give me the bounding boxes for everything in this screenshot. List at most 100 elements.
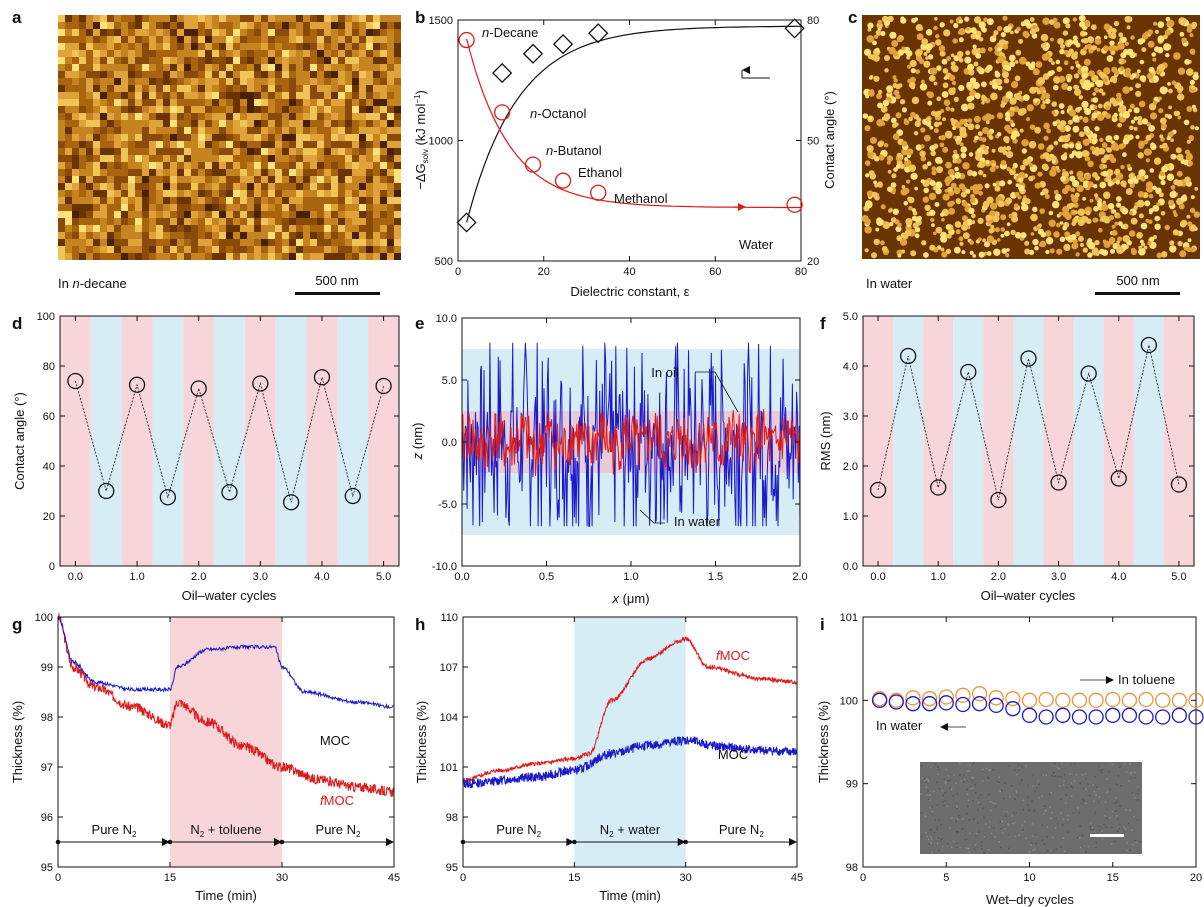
afm-grain (960, 142, 964, 146)
afm-grain (907, 65, 911, 69)
afm-grain (1064, 60, 1069, 65)
afm-grain (865, 125, 871, 131)
afm-pixel (366, 239, 373, 246)
panel-letter: c (848, 8, 857, 27)
afm-pixel (184, 169, 191, 176)
afm-grain (998, 86, 1003, 91)
afm-pixel (205, 162, 212, 169)
afm-pixel (58, 15, 65, 22)
afm-grain (953, 23, 958, 28)
afm-pixel (205, 106, 212, 113)
afm-pixel (198, 197, 205, 204)
sem-texture (1050, 818, 1052, 820)
afm-grain (1112, 210, 1116, 214)
afm-pixel (65, 57, 72, 64)
afm-pixel (296, 218, 303, 225)
afm-pixel (93, 43, 100, 50)
afm-pixel (135, 127, 142, 134)
afm-pixel (233, 99, 240, 106)
afm-pixel (191, 29, 198, 36)
afm-pixel (212, 78, 219, 85)
afm-pixel (268, 15, 275, 22)
afm-grain (1087, 161, 1093, 167)
afm-pixel (135, 225, 142, 232)
afm-grain (1126, 188, 1133, 195)
afm-pixel (107, 50, 114, 57)
afm-pixel (100, 92, 107, 99)
phase-dot (572, 840, 577, 845)
afm-pixel (65, 253, 72, 260)
afm-grain (1114, 21, 1119, 26)
afm-pixel (58, 120, 65, 127)
sem-texture (1080, 783, 1082, 785)
afm-grain (968, 69, 974, 75)
afm-pixel (345, 106, 352, 113)
afm-pixel (324, 127, 331, 134)
afm-pixel (86, 141, 93, 148)
afm-grain (1138, 246, 1142, 250)
afm-pixel (240, 253, 247, 260)
data-point-water (1006, 702, 1020, 716)
afm-grain (986, 197, 993, 204)
afm-pixel (352, 246, 359, 253)
afm-grain (876, 30, 882, 36)
afm-grain (1127, 25, 1131, 29)
afm-grain (935, 34, 939, 38)
afm-pixel (86, 246, 93, 253)
sem-texture (1130, 773, 1132, 775)
afm-grain (1174, 111, 1180, 117)
afm-grain (896, 235, 902, 241)
afm-grain (1170, 138, 1174, 142)
afm-grain (1067, 203, 1073, 209)
afm-grain (979, 21, 986, 28)
afm-pixel (121, 141, 128, 148)
afm-pixel (345, 211, 352, 218)
afm-pixel (359, 57, 366, 64)
afm-pixel (93, 218, 100, 225)
afm-grain (981, 81, 987, 87)
afm-pixel (58, 78, 65, 85)
afm-pixel (65, 190, 72, 197)
afm-pixel (212, 155, 219, 162)
afm-pixel (149, 85, 156, 92)
data-point-water (1039, 710, 1053, 724)
afm-grain (1092, 92, 1096, 96)
text-span: 2 (759, 830, 764, 839)
afm-pixel (142, 92, 149, 99)
afm-grain (1118, 144, 1124, 150)
afm-pixel (289, 225, 296, 232)
afm-grain (997, 238, 1001, 242)
afm-pixel (114, 127, 121, 134)
afm-pixel (289, 148, 296, 155)
sem-texture (1082, 835, 1084, 837)
afm-grain (1049, 211, 1054, 216)
sem-texture (1060, 786, 1062, 788)
afm-grain (962, 162, 969, 169)
sem-texture (1015, 822, 1017, 824)
afm-pixel (72, 99, 79, 106)
afm-grain (943, 29, 950, 36)
afm-grain (1128, 178, 1134, 184)
phase-dot (280, 840, 285, 845)
sem-texture (1084, 845, 1086, 847)
afm-pixel (303, 176, 310, 183)
sem-texture (928, 843, 930, 845)
afm-grain (1011, 81, 1018, 88)
afm-pixel (261, 183, 268, 190)
afm-pixel (107, 36, 114, 43)
afm-pixel (93, 204, 100, 211)
afm-pixel (324, 22, 331, 29)
afm-pixel (359, 232, 366, 239)
afm-pixel (58, 162, 65, 169)
text-span: ) (413, 90, 428, 94)
sem-texture (1016, 774, 1018, 776)
afm-pixel (58, 253, 65, 260)
afm-pixel (128, 15, 135, 22)
afm-pixel (121, 225, 128, 232)
sem-texture (960, 774, 962, 776)
afm-pixel (170, 15, 177, 22)
afm-pixel (380, 218, 387, 225)
afm-pixel (65, 64, 72, 71)
afm-pixel (156, 29, 163, 36)
afm-pixel (198, 239, 205, 246)
